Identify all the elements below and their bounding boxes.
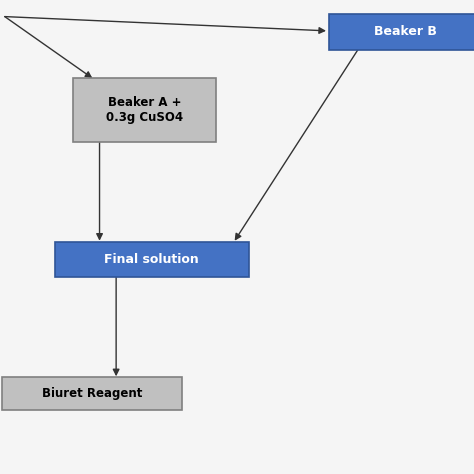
FancyBboxPatch shape bbox=[329, 14, 474, 50]
Text: Biuret Reagent: Biuret Reagent bbox=[42, 387, 143, 400]
FancyBboxPatch shape bbox=[73, 78, 216, 142]
Text: Final solution: Final solution bbox=[104, 253, 199, 266]
FancyBboxPatch shape bbox=[55, 242, 249, 277]
Text: Beaker B: Beaker B bbox=[374, 26, 437, 38]
FancyBboxPatch shape bbox=[2, 377, 182, 410]
Text: Beaker A +
0.3g CuSO4: Beaker A + 0.3g CuSO4 bbox=[106, 96, 183, 124]
